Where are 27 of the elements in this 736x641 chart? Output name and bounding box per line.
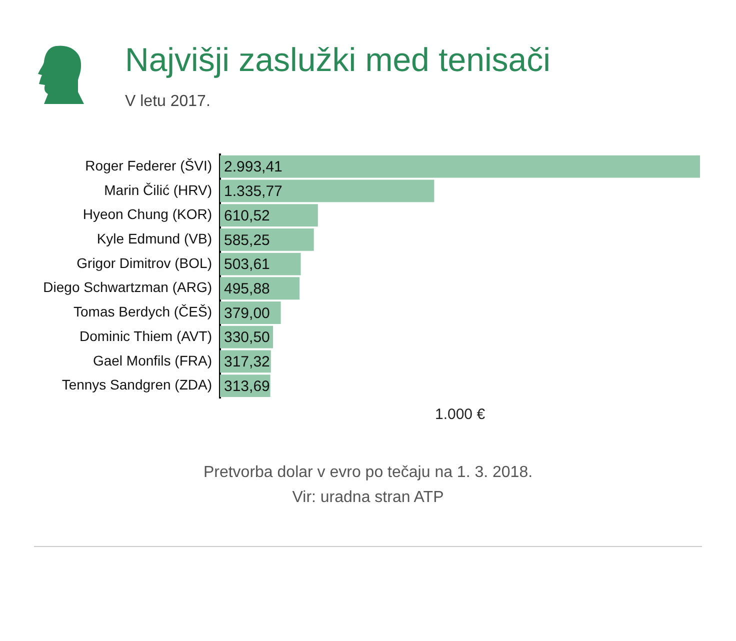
y-tick-label: Grigor Dimitrov (BOL)	[76, 254, 212, 271]
bar	[220, 204, 318, 227]
text: Pretvorba dolar v evro po tečaju na 1. 3. 2018.	[202, 464, 534, 482]
data-label: 317,32	[224, 354, 270, 371]
y-tick-label: Diego Schwartzman (ARG)	[43, 279, 212, 296]
data-label: 313,69	[224, 378, 270, 395]
x-axis-title: 1.000 €	[434, 406, 486, 424]
chart-title: Najvišji zaslužki med tenisači	[125, 41, 550, 79]
y-tick-label: Roger Federer (ŠVI)	[85, 157, 212, 174]
data-label: 503,61	[224, 256, 270, 274]
data-label: 2.993,41	[224, 158, 282, 176]
y-tick-label: Marin Čilić (HRV)	[104, 182, 212, 198]
data-label: 330,50	[224, 329, 270, 346]
y-tick-label: Hyeon Chung (KOR)	[82, 206, 212, 222]
y-tick-label: Kyle Edmund (VB)	[96, 230, 212, 247]
data-label: 495,88	[224, 280, 270, 298]
data-label: 610,52	[224, 207, 270, 224]
chart-subtitle: V letu 2017.	[125, 93, 210, 111]
text: Vir: uradna stran ATP	[291, 489, 445, 507]
data-label: 379,00	[224, 304, 270, 322]
y-tick-label: Gael Monfils (FRA)	[92, 352, 212, 368]
y-tick-label: Dominic Thiem (AVT)	[79, 328, 212, 344]
y-tick-label: Tomas Berdych (ČEŠ)	[74, 304, 212, 320]
y-tick-label: Tennys Sandgren (ZDA)	[62, 376, 212, 393]
bar	[220, 228, 314, 251]
data-label: 1.335,77	[224, 183, 282, 200]
data-label: 585,25	[224, 232, 270, 249]
